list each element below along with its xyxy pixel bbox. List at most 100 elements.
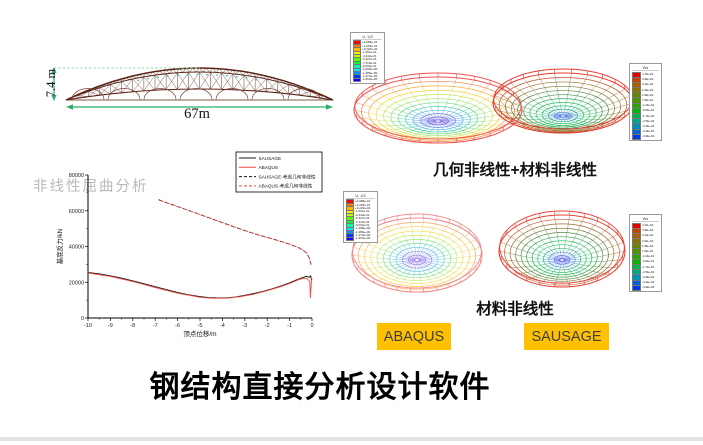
colorbar-value: -3.444e-01 xyxy=(355,212,370,217)
y-tick-label: 0 xyxy=(81,316,84,322)
x-tick-label: -10 xyxy=(84,323,92,329)
colorbar-value: -5.327e-01 xyxy=(355,216,370,221)
x-tick-label: -6 xyxy=(175,323,180,329)
colorbar-value: 4.7E+02 xyxy=(642,223,654,228)
contour-dome-abaqus-material xyxy=(351,213,483,293)
series-SAUSAGE-考虑几何非线性 xyxy=(158,199,312,265)
colorbar-value: -1.663e+00 xyxy=(355,236,371,241)
legend-entry: SAUSAGE-考虑几何非线性 xyxy=(259,173,316,180)
abaqus-button[interactable]: ABAQUS xyxy=(377,323,451,350)
abaqus-button-label: ABAQUS xyxy=(383,328,445,345)
colorbar-value: -1.0E+01 xyxy=(642,103,655,108)
legend-entry: SAUSAGE xyxy=(259,156,282,161)
colorbar-value: -4.1E+02 xyxy=(642,280,655,285)
colorbar-value: -4.1E+02 xyxy=(642,129,655,134)
colorbar-value: -9.093e-01 xyxy=(355,222,370,227)
sausage-button-label: SAUSAGE xyxy=(531,328,602,345)
x-tick-label: -8 xyxy=(130,323,135,329)
colorbar-value: 7.0E+01 xyxy=(642,98,654,103)
colorbar-value: -9.0E+01 xyxy=(642,108,655,113)
series-ABAQUS xyxy=(87,272,313,299)
colorbar-swatch xyxy=(346,236,354,242)
legend-entry: ABAQUS xyxy=(259,165,279,170)
x-tick-label: 0 xyxy=(310,323,313,329)
colorbar-value: -1.663e+00 xyxy=(362,77,378,82)
colorbar-value: -1.098e+00 xyxy=(362,67,378,72)
colorbar-value: -1.7E+02 xyxy=(642,264,655,269)
colorbar-value: -1.561e-01 xyxy=(355,209,370,214)
colorbar-swatch xyxy=(632,284,641,291)
colorbar-value: -2.5E+02 xyxy=(642,269,655,274)
colorbar-row: -4.9E+02 xyxy=(632,284,659,291)
x-tick-label: -2 xyxy=(265,323,270,329)
colorbar-swatch xyxy=(353,77,361,83)
caption-material-nonlinearity: 材料非线性 xyxy=(476,301,554,318)
colorbar-value: -9.093e-01 xyxy=(362,63,377,68)
colorbar-value: -9.0E+01 xyxy=(642,259,655,264)
colorbar-value: -7.210e-01 xyxy=(355,219,370,224)
colorbar-value: -1.098e+00 xyxy=(355,226,371,231)
load-displacement-chart: -10 -9 -8 -7 -6 -5 -4 -3 -2 -1 0020000400006000080… xyxy=(55,151,323,338)
series-ABAQUS-考虑几何非线性 xyxy=(159,199,312,265)
legend-entry: ABAQUS-考虑几何非线性 xyxy=(259,183,313,190)
colorbar-value: -3.444e-01 xyxy=(362,53,377,58)
contour-dome-sausage-material xyxy=(498,210,626,288)
colorbar-value: -3.3E+02 xyxy=(642,274,655,279)
height-dimension-label: 7.4 m xyxy=(44,68,58,98)
colorbar-legend-sausage-top: Wz 4.7E+02 3.9E+02 3.1E+02 2.3E+02 1.5E+02 7.0… xyxy=(629,63,662,142)
colorbar-title: U, U3 xyxy=(353,34,382,40)
x-tick-label: -5 xyxy=(198,323,203,329)
y-tick-label: 60000 xyxy=(69,209,84,215)
colorbar-value: +3.220e-02 xyxy=(362,46,378,51)
x-tick-label: -3 xyxy=(242,323,247,329)
caption-geometric-plus-material-nonlinearity: 几何非线性+材料非线性 xyxy=(432,162,598,179)
colorbar-value: -1.0E+01 xyxy=(642,254,655,259)
colorbar-value: -1.474e+00 xyxy=(362,74,378,79)
x-tick-label: -7 xyxy=(153,323,158,329)
colorbar-value: +2.205e-01 xyxy=(355,202,371,207)
colorbar-value: -1.561e-01 xyxy=(362,50,377,55)
colorbar-value: -5.327e-01 xyxy=(362,57,377,62)
colorbar-value: +4.088e-01 xyxy=(362,40,378,45)
y-axis-label: 基底反力/kN xyxy=(55,228,64,264)
colorbar-value: 7.0E+01 xyxy=(642,249,654,254)
x-axis-label: 顶点位移/m xyxy=(183,329,216,338)
colorbar-value: 3.9E+02 xyxy=(642,77,654,82)
colorbar-value: -4.9E+02 xyxy=(642,285,655,290)
sausage-button[interactable]: SAUSAGE xyxy=(524,323,609,350)
colorbar-value: -1.474e+00 xyxy=(355,233,371,238)
colorbar-value: 2.3E+02 xyxy=(642,238,654,243)
colorbar-row: -4.9E+02 xyxy=(632,133,659,140)
colorbar-value: 3.9E+02 xyxy=(642,228,654,233)
colorbar-value: +3.220e-02 xyxy=(355,205,371,210)
colorbar-value: 1.5E+02 xyxy=(642,243,654,248)
colorbar-value: -1.286e+00 xyxy=(355,229,371,234)
colorbar-value: -3.3E+02 xyxy=(642,123,655,128)
colorbar-value: 1.5E+02 xyxy=(642,92,654,97)
colorbar-value: -1.7E+02 xyxy=(642,113,655,118)
colorbar-value: -4.9E+02 xyxy=(642,134,655,139)
colorbar-row: -1.663e+00 xyxy=(346,236,375,242)
colorbar-legend-abaqus-bottom: U, U3 +4.088e-01 +2.205e-01 +3.220e-02 -1.56… xyxy=(343,191,378,243)
colorbar-legend-sausage-bottom: Wz 4.7E+02 3.9E+02 3.1E+02 2.3E+02 1.5E+02 7.0… xyxy=(629,214,662,293)
series-SAUSAGE xyxy=(87,271,313,299)
colorbar-value: -7.210e-01 xyxy=(362,60,377,65)
y-tick-label: 20000 xyxy=(69,280,84,286)
watermark-text: 非线性屈曲分析 xyxy=(33,179,149,195)
x-tick-label: -4 xyxy=(220,323,225,329)
colorbar-swatch xyxy=(632,133,641,140)
y-tick-label: 80000 xyxy=(69,173,84,179)
x-tick-label: -1 xyxy=(287,323,292,329)
colorbar-value: 4.7E+02 xyxy=(642,72,654,77)
contour-dome-abaqus-geom-material xyxy=(353,72,523,144)
bottom-scroll-bar[interactable] xyxy=(0,437,703,441)
slide-title: 钢结构直接分析设计软件 xyxy=(149,371,491,404)
colorbar-title: Wz xyxy=(632,216,659,222)
colorbar-value: +2.205e-01 xyxy=(362,43,378,48)
span-dimension-label: 67m xyxy=(184,106,210,122)
contour-dome-sausage-geom-material xyxy=(492,68,634,134)
colorbar-title: Wz xyxy=(632,65,659,71)
x-tick-label: -9 xyxy=(108,323,113,329)
colorbar-value: 3.1E+02 xyxy=(642,82,654,87)
